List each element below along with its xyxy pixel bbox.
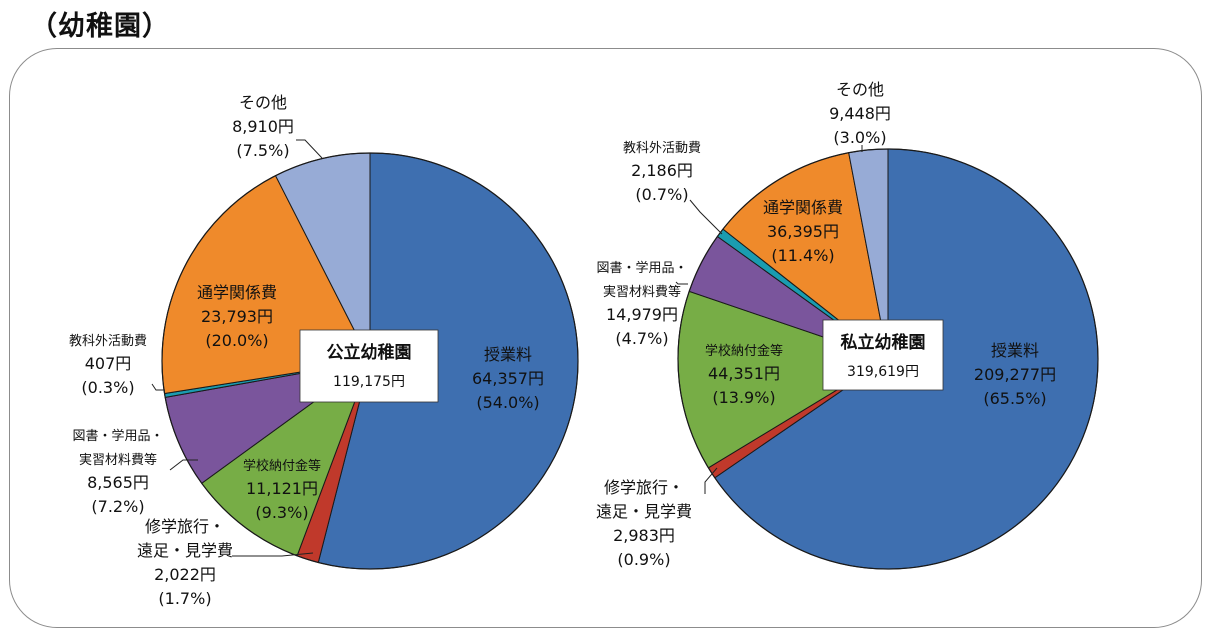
- slice-category: 遠足・見学費: [596, 502, 692, 521]
- slice-amount: 407円: [85, 354, 132, 373]
- pie-chart-public: 授業料 64,357円 (54.0%) 修学旅行・遠足・見学費 2,022円 (1.7%)…: [69, 93, 579, 608]
- total-box: [822, 319, 944, 391]
- leader-line: [232, 552, 314, 557]
- slice-label: 授業料 64,357円 (54.0%): [472, 345, 544, 412]
- slice-amount: 44,351円: [708, 364, 780, 383]
- slice-percent: (0.3%): [81, 378, 134, 397]
- slice-label: 学校納付金等 44,351円 (13.9%): [705, 343, 783, 407]
- slice-label: 図書・学用品・実習材料費等 14,979円 (4.7%): [596, 260, 687, 348]
- slice-amount: 11,121円: [246, 479, 318, 498]
- total-box: [299, 329, 439, 403]
- slice-amount: 14,979円: [606, 305, 678, 324]
- slice-amount: 2,186円: [631, 161, 693, 180]
- slice-amount: 36,395円: [767, 222, 839, 241]
- slice-label: 通学関係費 36,395円 (11.4%): [763, 198, 843, 265]
- slice-percent: (20.0%): [205, 331, 268, 350]
- slice-percent: (7.2%): [91, 497, 144, 516]
- slice-percent: (54.0%): [476, 393, 539, 412]
- slice-label: 授業料 209,277円 (65.5%): [974, 341, 1056, 408]
- slice-percent: (0.9%): [617, 550, 670, 569]
- slice-category: 実習材料費等: [603, 284, 681, 300]
- slice-percent: (9.3%): [255, 503, 308, 522]
- slice-amount: 23,793円: [201, 307, 273, 326]
- slice-category: 修学旅行・: [145, 517, 225, 536]
- slice-label: 図書・学用品・実習材料費等 8,565円 (7.2%): [72, 428, 163, 516]
- slice-amount: 2,022円: [154, 565, 216, 584]
- slice-amount: 2,983円: [613, 526, 675, 545]
- slice-category: 教科外活動費: [69, 333, 147, 349]
- pie-outline: [161, 152, 579, 570]
- slice-percent: (0.7%): [635, 185, 688, 204]
- leader-line: [675, 281, 688, 285]
- chart-total: 319,619円: [847, 364, 919, 380]
- slice-label: 学校納付金等 11,121円 (9.3%): [243, 458, 321, 522]
- slice-category: 通学関係費: [197, 283, 277, 302]
- slice-label: 教科外活動費 2,186円 (0.7%): [623, 140, 701, 204]
- slice-category: 通学関係費: [763, 198, 843, 217]
- slice-category: その他: [239, 93, 287, 112]
- slice-label: その他 8,910円 (7.5%): [232, 93, 294, 160]
- slice-category: 実習材料費等: [79, 452, 157, 468]
- chart-title: 私立幼稚園: [841, 332, 926, 353]
- slice-amount: 64,357円: [472, 369, 544, 388]
- chart-title: 公立幼稚園: [327, 342, 412, 363]
- slice-percent: (4.7%): [615, 329, 668, 348]
- slice-category: その他: [836, 80, 884, 99]
- leader-line: [151, 383, 165, 391]
- slice-percent: (1.7%): [158, 589, 211, 608]
- leader-line: [689, 199, 723, 235]
- page-title: （幼稚園）: [30, 11, 170, 42]
- pie-outline: [677, 148, 1099, 570]
- leader-line: [169, 459, 198, 471]
- slice-label: その他 9,448円 (3.0%): [829, 80, 891, 147]
- slice-amount: 209,277円: [974, 365, 1056, 384]
- leader-line: [704, 467, 718, 494]
- slice-percent: (65.5%): [983, 389, 1046, 408]
- slice-category: 図書・学用品・: [72, 428, 163, 444]
- slice-category: 教科外活動費: [623, 140, 701, 156]
- slice-label: 教科外活動費 407円 (0.3%): [69, 333, 147, 397]
- slice-percent: (7.5%): [236, 141, 289, 160]
- slice-label: 修学旅行・遠足・見学費 2,022円 (1.7%): [137, 517, 233, 608]
- slice-label: 修学旅行・遠足・見学費 2,983円 (0.9%): [596, 478, 692, 569]
- slice-category: 授業料: [991, 341, 1039, 360]
- slice-amount: 8,565円: [87, 473, 149, 492]
- leader-line: [296, 139, 323, 159]
- slice-amount: 8,910円: [232, 117, 294, 136]
- slice-category: 修学旅行・: [604, 478, 684, 497]
- slice-percent: (11.4%): [771, 246, 834, 265]
- slice-category: 遠足・見学費: [137, 541, 233, 560]
- slice-category: 授業料: [484, 345, 532, 364]
- slice-category: 学校納付金等: [705, 343, 783, 359]
- chart-frame: [9, 48, 1202, 628]
- chart-total: 119,175円: [333, 374, 405, 390]
- slice-percent: (13.9%): [712, 388, 775, 407]
- slice-label: 通学関係費 23,793円 (20.0%): [197, 283, 277, 350]
- slice-category: 図書・学用品・: [596, 260, 687, 276]
- slice-percent: (3.0%): [833, 128, 886, 147]
- slice-amount: 9,448円: [829, 104, 891, 123]
- slice-category: 学校納付金等: [243, 458, 321, 474]
- pie-chart-private: 授業料 209,277円 (65.5%) 修学旅行・遠足・見学費 2,983円 (0.9%…: [596, 80, 1099, 570]
